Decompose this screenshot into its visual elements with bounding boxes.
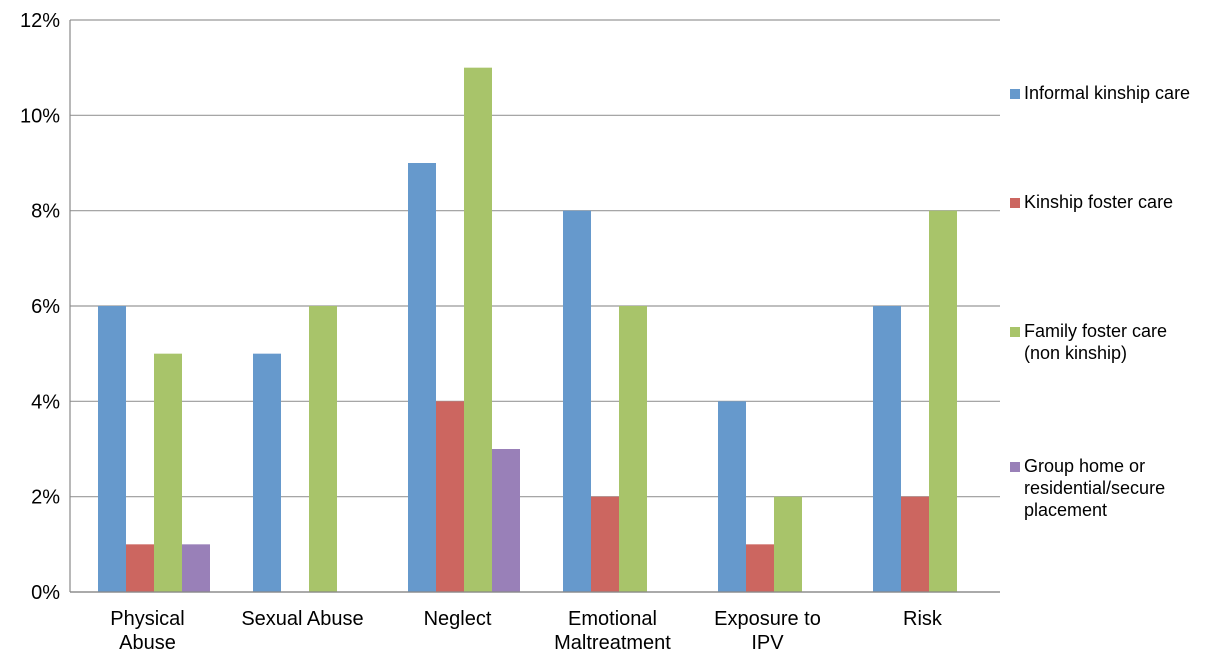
bar	[929, 210, 957, 592]
x-tick-label-line: Neglect	[424, 608, 492, 630]
x-tick-label-line: Sexual Abuse	[241, 608, 363, 630]
bar	[746, 544, 774, 592]
x-tick-label: Exposure to IPV	[714, 608, 821, 654]
legend-label-line: Group home or	[1024, 456, 1145, 476]
x-axis	[69, 20, 1000, 593]
x-tick-label-line: Risk	[903, 608, 943, 630]
x-tick-label: Emotional Maltreatment	[554, 608, 671, 654]
bar	[873, 306, 901, 592]
legend-label-line: placement	[1024, 500, 1107, 520]
legend-label-line: Family foster care	[1024, 321, 1167, 341]
bar	[464, 67, 492, 592]
bar	[718, 401, 746, 592]
y-tick-label: 6%	[31, 296, 60, 318]
y-tick-label: 0%	[31, 582, 60, 604]
legend-label-line: Kinship foster care	[1024, 192, 1173, 212]
bar	[492, 449, 520, 592]
x-tick-label: Sexual Abuse	[241, 608, 363, 630]
bar	[408, 163, 436, 592]
bar	[436, 401, 464, 592]
bar	[774, 496, 802, 592]
bar	[309, 306, 337, 592]
gridlines	[70, 19, 1000, 593]
legend: Informal kinship care Kinship foster care…	[1010, 83, 1190, 520]
x-tick-label-line: Maltreatment	[554, 632, 671, 654]
y-tick-label: 10%	[20, 105, 60, 127]
bar	[126, 544, 154, 592]
bar	[563, 210, 591, 592]
legend-label: Group home or residential/secure placement	[1024, 456, 1165, 520]
legend-swatch	[1010, 89, 1020, 99]
legend-label: Family foster care (non kinship)	[1024, 321, 1167, 363]
bars	[98, 67, 957, 592]
bar	[154, 353, 182, 592]
bar	[619, 306, 647, 592]
legend-label-line: Informal kinship care	[1024, 83, 1190, 103]
x-axis-labels: Physical Abuse Sexual Abuse Neglect Emotiona…	[110, 608, 943, 654]
y-axis-ticks: 0% 2% 4% 6% 8% 10% 12%	[20, 10, 60, 604]
y-tick-label: 4%	[31, 391, 60, 413]
legend-label: Kinship foster care	[1024, 192, 1173, 212]
legend-label-line: (non kinship)	[1024, 343, 1127, 363]
y-tick-label: 2%	[31, 487, 60, 509]
legend-swatch	[1010, 198, 1020, 208]
legend-swatch	[1010, 327, 1020, 337]
legend-label-line: residential/secure	[1024, 478, 1165, 498]
bar	[901, 496, 929, 592]
legend-label: Informal kinship care	[1024, 83, 1190, 103]
bar	[591, 496, 619, 592]
x-tick-label-line: IPV	[751, 632, 784, 654]
x-tick-label-line: Physical	[110, 608, 184, 630]
y-tick-label: 8%	[31, 201, 60, 223]
x-tick-label-line: Emotional	[568, 608, 657, 630]
x-tick-label: Physical Abuse	[110, 608, 184, 654]
x-tick-label: Risk	[903, 608, 943, 630]
y-tick-label: 12%	[20, 10, 60, 32]
bar	[182, 544, 210, 592]
x-tick-label-line: Exposure to	[714, 608, 821, 630]
x-tick-label: Neglect	[424, 608, 492, 630]
legend-swatch	[1010, 462, 1020, 472]
x-tick-label-line: Abuse	[119, 632, 176, 654]
bar	[98, 306, 126, 592]
bar	[253, 353, 281, 592]
